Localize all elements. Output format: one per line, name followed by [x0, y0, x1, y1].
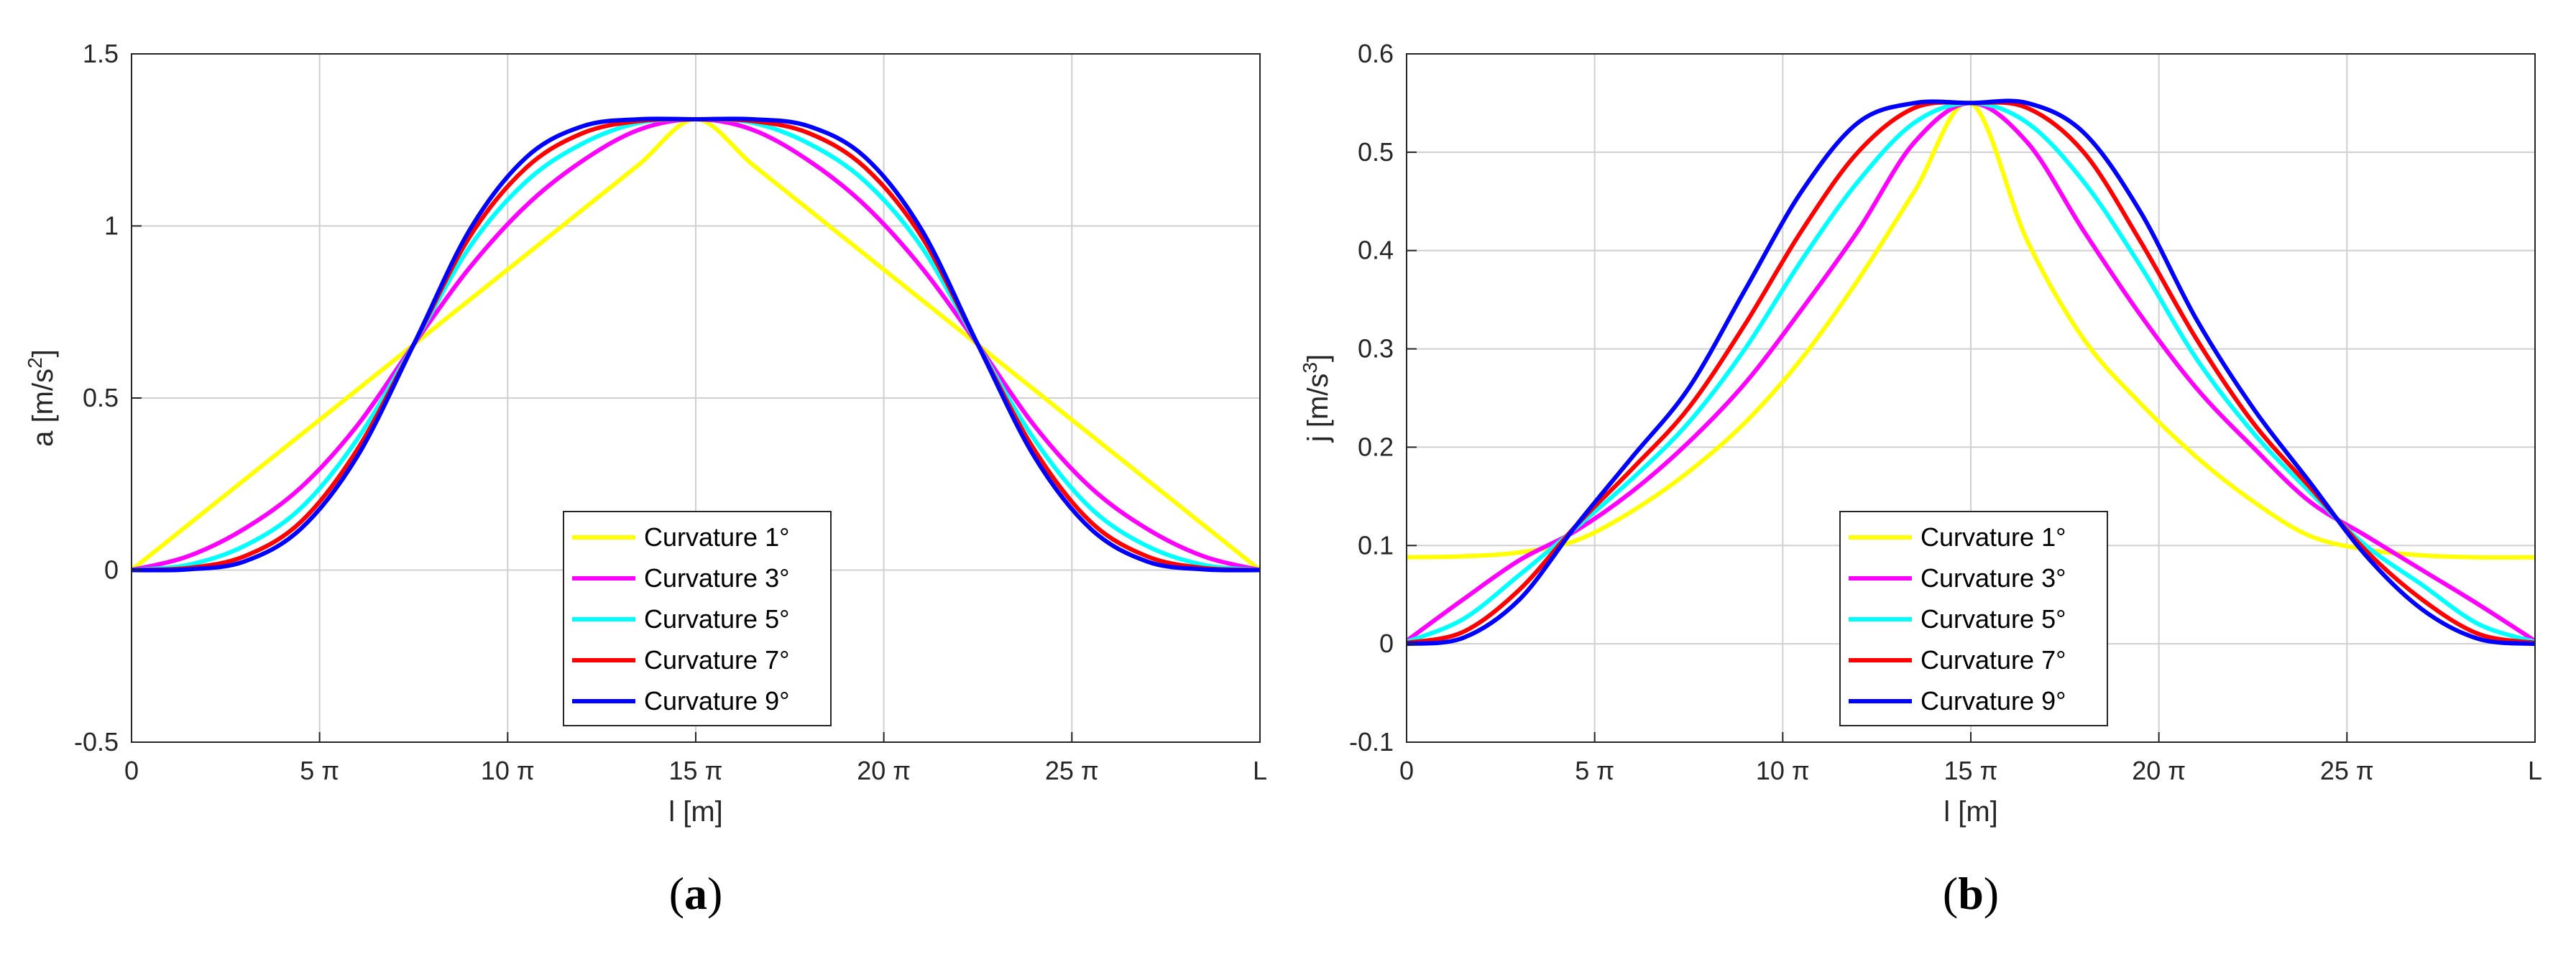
- y-tick-label: 0: [104, 555, 119, 585]
- legend-label: Curvature 7°: [1920, 645, 2066, 675]
- legend-label: Curvature 5°: [1920, 604, 2066, 634]
- x-tick-label: 25 π: [1045, 756, 1099, 785]
- y-tick-label: 0.6: [1358, 39, 1394, 68]
- y-tick-label: 1.5: [83, 39, 119, 68]
- x-axis-label: l [m]: [1944, 796, 1998, 828]
- legend-label: Curvature 9°: [1920, 686, 2066, 716]
- legend-label: Curvature 1°: [644, 522, 789, 552]
- legend-label: Curvature 7°: [644, 645, 789, 675]
- x-tick-label: 5 π: [1575, 756, 1614, 785]
- legend-label: Curvature 9°: [644, 686, 789, 716]
- panel-label: (a): [669, 868, 723, 919]
- series-line-curvature-9-: [1407, 98, 2535, 647]
- x-axis-label: l [m]: [668, 796, 723, 828]
- x-tick-label: 20 π: [2132, 756, 2186, 785]
- series-line-curvature-9-: [132, 116, 1260, 573]
- x-tick-label: 5 π: [300, 756, 339, 785]
- y-tick-label: -0.5: [74, 727, 119, 757]
- legend-label: Curvature 3°: [1920, 563, 2066, 593]
- legend-label: Curvature 3°: [644, 563, 789, 593]
- y-tick-label: 0.2: [1358, 432, 1394, 461]
- y-axis-label: j [m/s3]: [1299, 354, 1335, 443]
- y-axis-label: a [m/s2]: [24, 349, 60, 447]
- x-tick-label: 15 π: [1944, 756, 1998, 785]
- legend: Curvature 1° Curvature 3° Curvature 5° Curv…: [1839, 511, 2108, 726]
- x-tick-label: 15 π: [669, 756, 723, 785]
- legend-label: Curvature 5°: [644, 604, 789, 634]
- x-tick-label: 0: [124, 756, 139, 785]
- y-tick-label: 0.5: [83, 383, 119, 412]
- x-tick-label: 10 π: [481, 756, 535, 785]
- panel-label: (b): [1943, 868, 1999, 919]
- x-tick-label: L: [1253, 756, 1267, 785]
- y-tick-label: 1: [104, 211, 119, 241]
- legend-label: Curvature 1°: [1920, 522, 2066, 552]
- y-tick-label: 0.1: [1358, 530, 1394, 560]
- y-tick-label: 0.3: [1358, 334, 1394, 364]
- x-tick-label: L: [2528, 756, 2542, 785]
- y-tick-label: 0: [1379, 629, 1394, 658]
- y-tick-label: -0.1: [1349, 727, 1394, 757]
- x-tick-label: 10 π: [1756, 756, 1810, 785]
- legend: Curvature 1° Curvature 3° Curvature 5° Curv…: [563, 511, 832, 726]
- x-tick-label: 20 π: [857, 756, 911, 785]
- x-tick-label: 0: [1399, 756, 1414, 785]
- x-tick-label: 25 π: [2320, 756, 2374, 785]
- y-tick-label: 0.4: [1358, 236, 1394, 265]
- y-tick-label: 0.5: [1358, 137, 1394, 167]
